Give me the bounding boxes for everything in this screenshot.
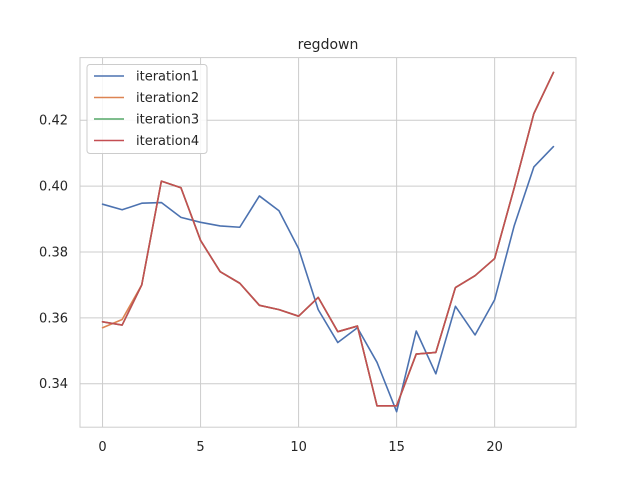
legend-label-iteration3: iteration3 <box>136 113 199 128</box>
legend-label-iteration1: iteration1 <box>136 70 199 85</box>
legend-label-iteration2: iteration2 <box>136 91 199 106</box>
x-tick-label: 20 <box>486 440 503 455</box>
series-line-iteration1 <box>101 145 555 413</box>
series-line-iteration4 <box>101 71 555 407</box>
y-tick-label: 0.34 <box>39 377 68 392</box>
legend-box <box>86 64 208 154</box>
series-lines <box>101 71 555 413</box>
tick-labels: 0 5 10 15 20 0.34 0.36 0.38 0.40 0.42 <box>39 114 503 456</box>
x-tick-label: 15 <box>388 440 405 455</box>
grid <box>80 57 576 428</box>
y-tick-label: 0.38 <box>39 245 68 260</box>
legend-items: iteration1 iteration2 iteration3 iteration4 <box>94 70 199 149</box>
y-tick-label: 0.36 <box>39 311 68 326</box>
x-tick-label: 0 <box>98 440 106 455</box>
legend-label-iteration4: iteration4 <box>136 134 199 149</box>
plot-frame <box>79 57 577 428</box>
x-tick-label: 10 <box>290 440 307 455</box>
legend: iteration1 iteration2 iteration3 iteration4 <box>86 64 208 154</box>
y-tick-label: 0.40 <box>39 180 68 195</box>
y-tick-label: 0.42 <box>39 114 68 129</box>
x-tick-label: 5 <box>196 440 204 455</box>
chart-title: regdown <box>298 37 359 53</box>
